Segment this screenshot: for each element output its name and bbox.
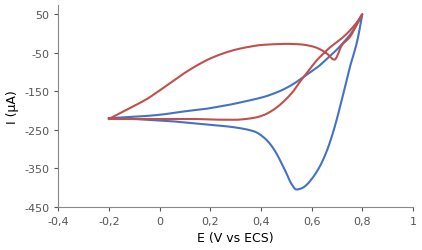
Y-axis label: I (μA): I (μA) (5, 90, 19, 123)
X-axis label: E (V vs ECS): E (V vs ECS) (197, 232, 274, 244)
